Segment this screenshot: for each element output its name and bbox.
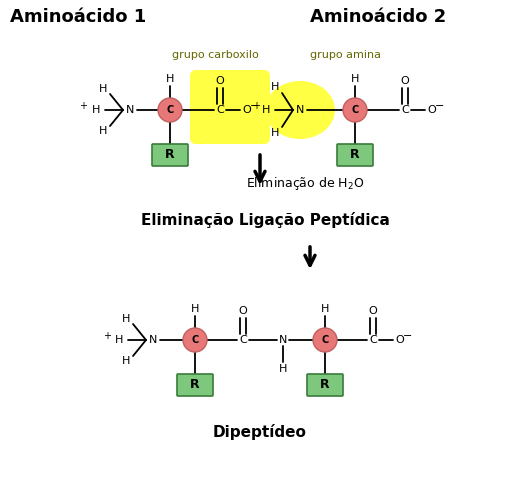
FancyBboxPatch shape — [190, 70, 270, 144]
Text: H: H — [351, 74, 359, 84]
Text: H: H — [166, 74, 174, 84]
Text: H: H — [122, 314, 130, 324]
Text: C: C — [191, 335, 199, 345]
Circle shape — [343, 98, 367, 122]
Text: H: H — [191, 304, 199, 314]
Text: Eliminação de H$_2$O: Eliminação de H$_2$O — [246, 174, 364, 191]
FancyBboxPatch shape — [152, 144, 188, 166]
Text: grupo amina: grupo amina — [310, 50, 381, 60]
Text: H: H — [99, 126, 107, 136]
Text: O: O — [428, 105, 437, 115]
Text: N: N — [279, 335, 287, 345]
Text: C: C — [239, 335, 247, 345]
Text: H: H — [271, 82, 279, 92]
Text: O: O — [395, 335, 404, 345]
Text: O: O — [239, 306, 247, 316]
Text: C: C — [166, 105, 173, 115]
Text: H: H — [122, 356, 130, 366]
Text: H: H — [92, 105, 100, 115]
Text: +: + — [252, 101, 260, 111]
FancyBboxPatch shape — [307, 374, 343, 396]
Circle shape — [158, 98, 182, 122]
Ellipse shape — [265, 81, 335, 139]
Text: Aminoácido 2: Aminoácido 2 — [310, 8, 446, 26]
Text: C: C — [321, 335, 329, 345]
Text: grupo carboxilo: grupo carboxilo — [171, 50, 258, 60]
FancyBboxPatch shape — [177, 374, 213, 396]
Text: O: O — [401, 76, 410, 86]
Circle shape — [183, 328, 207, 352]
FancyBboxPatch shape — [337, 144, 373, 166]
Text: R: R — [165, 148, 175, 161]
Text: −: − — [403, 331, 413, 341]
Text: Dipeptídeo: Dipeptídeo — [213, 424, 307, 440]
Text: H: H — [271, 128, 279, 138]
Text: N: N — [296, 105, 304, 115]
Text: R: R — [320, 378, 330, 391]
Text: H: H — [99, 84, 107, 94]
Text: +: + — [79, 101, 87, 111]
Text: −: − — [436, 101, 445, 111]
Text: H: H — [262, 105, 270, 115]
Text: H: H — [321, 304, 329, 314]
Text: O: O — [216, 76, 225, 86]
Text: +: + — [103, 331, 111, 341]
Text: Eliminação Ligação Peptídica: Eliminação Ligação Peptídica — [141, 212, 389, 228]
Text: H: H — [115, 335, 123, 345]
Text: O: O — [369, 306, 377, 316]
Text: N: N — [149, 335, 157, 345]
Text: −: − — [250, 101, 259, 111]
Text: C: C — [401, 105, 409, 115]
Text: Aminoácido 1: Aminoácido 1 — [10, 8, 146, 26]
Text: C: C — [369, 335, 377, 345]
Text: R: R — [190, 378, 200, 391]
Text: H: H — [279, 364, 287, 374]
Text: N: N — [126, 105, 134, 115]
Text: C: C — [216, 105, 224, 115]
Text: C: C — [351, 105, 358, 115]
Text: R: R — [350, 148, 360, 161]
Text: O: O — [243, 105, 251, 115]
Circle shape — [313, 328, 337, 352]
